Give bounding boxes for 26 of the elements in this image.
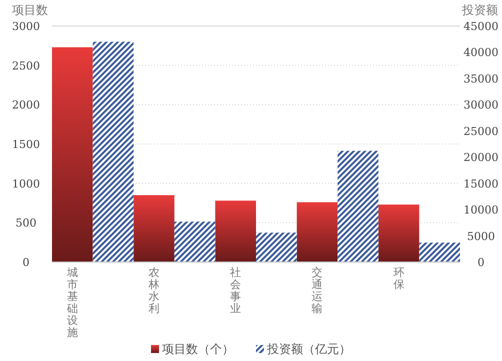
y-tick-label: 2500 (12, 59, 40, 72)
y2-tick-label: 45000 (464, 20, 498, 33)
y2-tick-label: 20000 (464, 151, 498, 164)
y-tick-label: 1500 (12, 138, 40, 151)
legend-label: 投资额（亿元） (266, 342, 351, 356)
y-tick-label: 0 (22, 256, 30, 269)
y2-axis-title: 投资额 (461, 3, 498, 17)
y2-tick-label: 40000 (464, 46, 498, 60)
legend-label: 项目数（个） (162, 342, 234, 356)
y2-tick-label: 30000 (464, 98, 498, 112)
y-tick-label: 1000 (12, 177, 40, 190)
y-tick-label: 3000 (12, 20, 40, 33)
y-tick-label: 2000 (12, 98, 40, 112)
x-tick-label: 环保 (393, 266, 404, 291)
x-tick-label: 社会事业 (230, 266, 242, 315)
y2-tick-label: 35000 (464, 72, 498, 86)
x-tick-label: 农林水利 (148, 266, 160, 315)
y2-tick-label: 10000 (464, 204, 498, 217)
x-tick-label: 交通运输 (312, 266, 323, 315)
y2-tick-label: 25000 (464, 124, 498, 138)
y2-tick-label: 0 (478, 256, 484, 269)
y2-tick-label: 15000 (464, 177, 498, 190)
x-tick-label: 城市基础设施 (66, 266, 78, 339)
y2-tick-label: 5000 (467, 230, 495, 243)
y-axis-title: 项目数 (12, 3, 48, 17)
y-tick-label: 500 (16, 216, 36, 230)
